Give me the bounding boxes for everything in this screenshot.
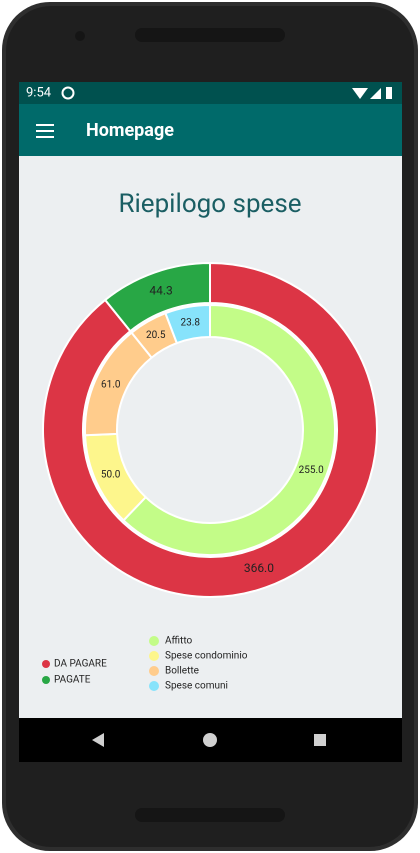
legend-label: PAGATE bbox=[54, 675, 91, 686]
data-label: 44.3 bbox=[149, 284, 172, 298]
donut-segment bbox=[103, 261, 211, 333]
legend-label: Affitto bbox=[165, 635, 193, 647]
legend-swatch bbox=[149, 651, 159, 661]
menu-line[interactable] bbox=[36, 130, 54, 132]
legend-label: Spese condominio bbox=[165, 651, 248, 662]
nav-back[interactable] bbox=[92, 733, 104, 747]
data-label: 61.0 bbox=[101, 380, 121, 391]
legend-label: Bollette bbox=[165, 666, 199, 677]
speaker-top bbox=[135, 28, 285, 42]
donut-segment bbox=[42, 261, 378, 598]
data-label: 255.0 bbox=[299, 465, 324, 476]
nav-home[interactable] bbox=[203, 733, 217, 747]
legend-swatch bbox=[42, 660, 50, 668]
legend-swatch bbox=[42, 676, 50, 684]
donut-segment bbox=[164, 303, 211, 345]
nav-recent[interactable] bbox=[314, 734, 326, 746]
app-bar-title: Homepage bbox=[86, 120, 174, 141]
status-bar bbox=[19, 82, 402, 104]
camera bbox=[75, 31, 85, 41]
chart-title: Riepilogo spese bbox=[118, 189, 301, 219]
data-label: 50.0 bbox=[101, 470, 121, 481]
speaker-bottom bbox=[135, 808, 285, 822]
data-label: 23.8 bbox=[180, 317, 200, 328]
menu-line[interactable] bbox=[36, 136, 54, 138]
legend-swatch bbox=[149, 636, 159, 646]
donut-chart: 366.0 44.3 255.0 50.0 61.0 20.5 23.8 DA PAGARE P… bbox=[42, 261, 378, 692]
legend-label: Spese comuni bbox=[165, 681, 228, 692]
wifi-icon bbox=[352, 88, 368, 99]
status-time: 9:54 bbox=[26, 85, 52, 100]
app-bar bbox=[19, 104, 402, 156]
battery-icon bbox=[386, 87, 392, 99]
donut-segment bbox=[122, 303, 336, 556]
legend-swatch bbox=[149, 666, 159, 676]
legend-label: DA PAGARE bbox=[54, 659, 107, 670]
legend-swatch bbox=[149, 681, 159, 691]
data-label: 20.5 bbox=[146, 330, 166, 341]
data-label: 366.0 bbox=[244, 561, 274, 575]
status-icon bbox=[61, 86, 75, 100]
signal-icon bbox=[370, 88, 381, 99]
menu-button[interactable] bbox=[36, 124, 54, 138]
menu-line[interactable] bbox=[36, 124, 54, 126]
